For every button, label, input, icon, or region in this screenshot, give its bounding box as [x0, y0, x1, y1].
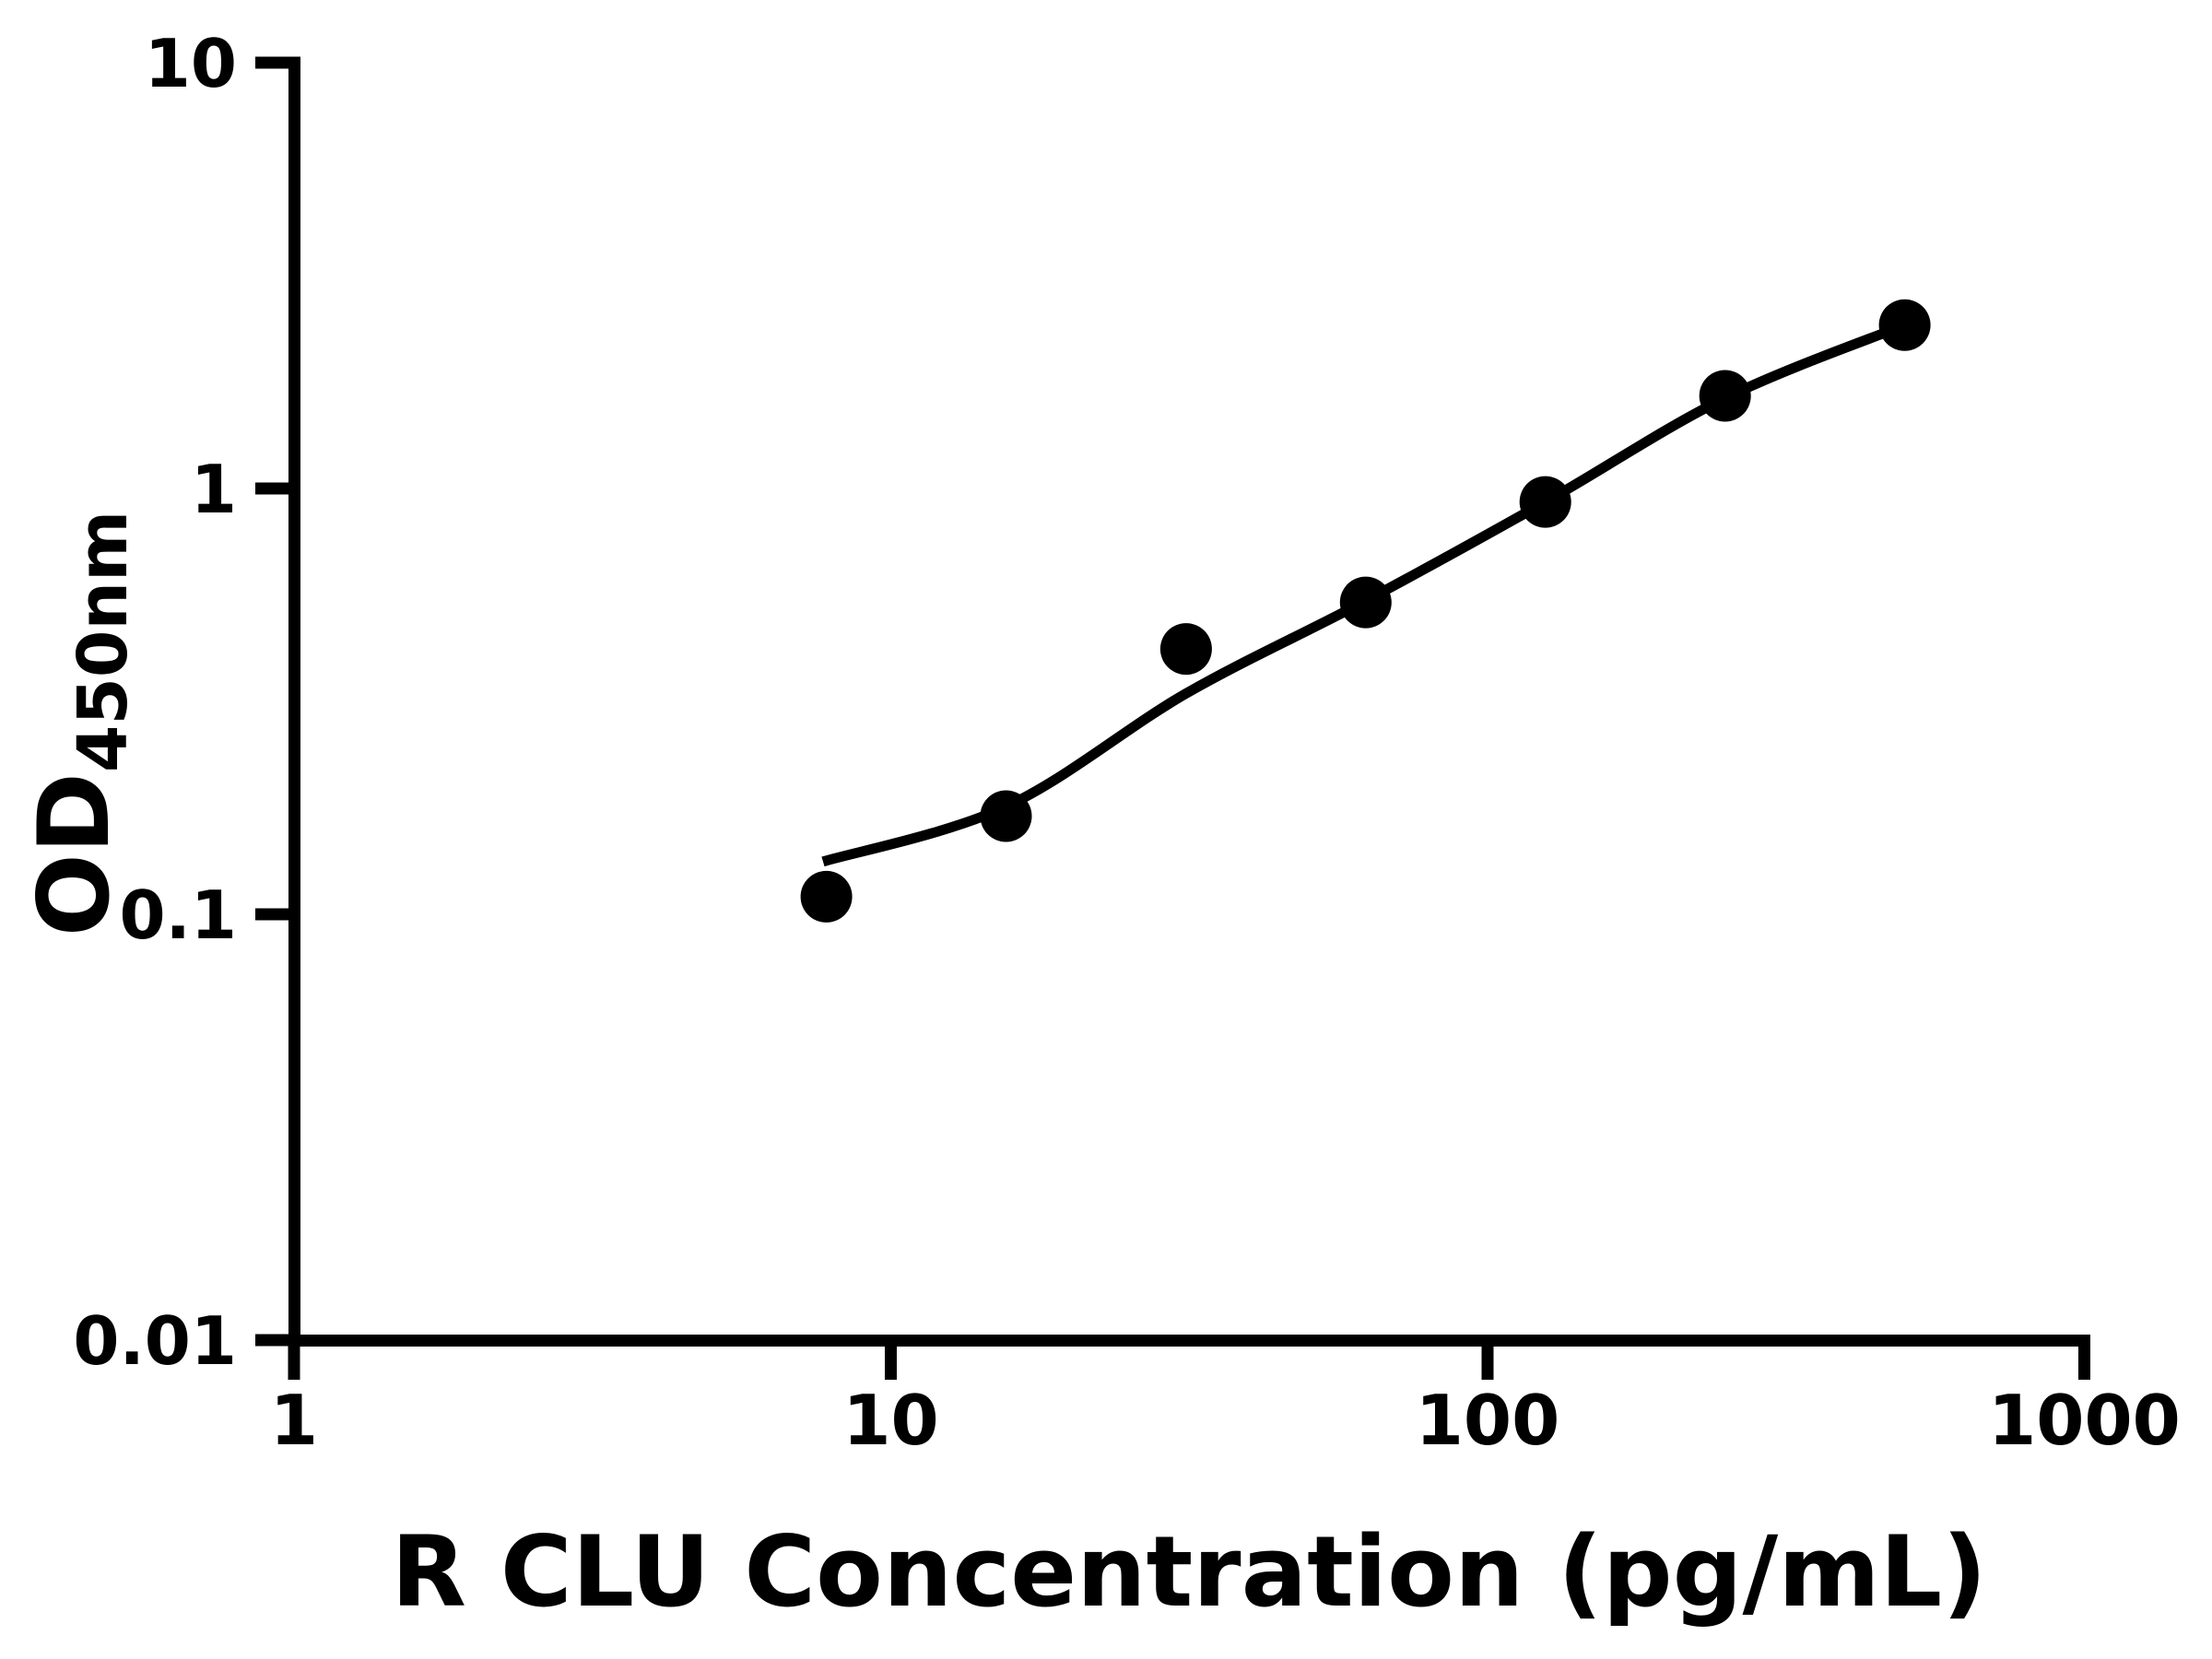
x-axis-title: R CLU Concentration (pg/mL): [391, 1515, 1986, 1629]
x-tick-label: 1000: [1988, 1380, 2181, 1461]
y-axis-title-main: OD: [18, 772, 131, 936]
x-tick: [885, 1335, 897, 1380]
y-tick-label: 0.01: [73, 1302, 237, 1380]
y-tick: [255, 482, 300, 495]
y-tick: [255, 908, 300, 921]
x-tick-label: 100: [1416, 1380, 1560, 1461]
data-point: [1339, 576, 1392, 629]
x-tick: [1481, 1335, 1494, 1380]
x-tick: [2078, 1335, 2090, 1380]
y-tick-label: 1: [191, 451, 237, 528]
data-point: [1699, 370, 1751, 422]
data-point: [800, 870, 853, 923]
x-tick: [288, 1335, 300, 1380]
data-point: [1878, 299, 1931, 351]
data-point: [1159, 623, 1212, 676]
data-layer: [800, 299, 1931, 923]
y-axis-title: OD450nm: [18, 511, 143, 936]
y-tick: [255, 56, 300, 69]
data-point: [1519, 476, 1571, 528]
x-axis-spine: [288, 1335, 2090, 1347]
x-tick-label: 1: [270, 1380, 318, 1461]
x-tick-label: 10: [842, 1380, 938, 1461]
y-tick-label: 0.1: [119, 877, 237, 954]
y-axis-spine: [288, 57, 300, 1346]
y-tick-label: 10: [145, 25, 237, 102]
y-axis-title-subscript: 450nm: [64, 511, 143, 772]
axes-layer: 0.01 0.1 1 10 1 10 100 1000: [73, 25, 2181, 1461]
data-point: [980, 790, 1032, 842]
